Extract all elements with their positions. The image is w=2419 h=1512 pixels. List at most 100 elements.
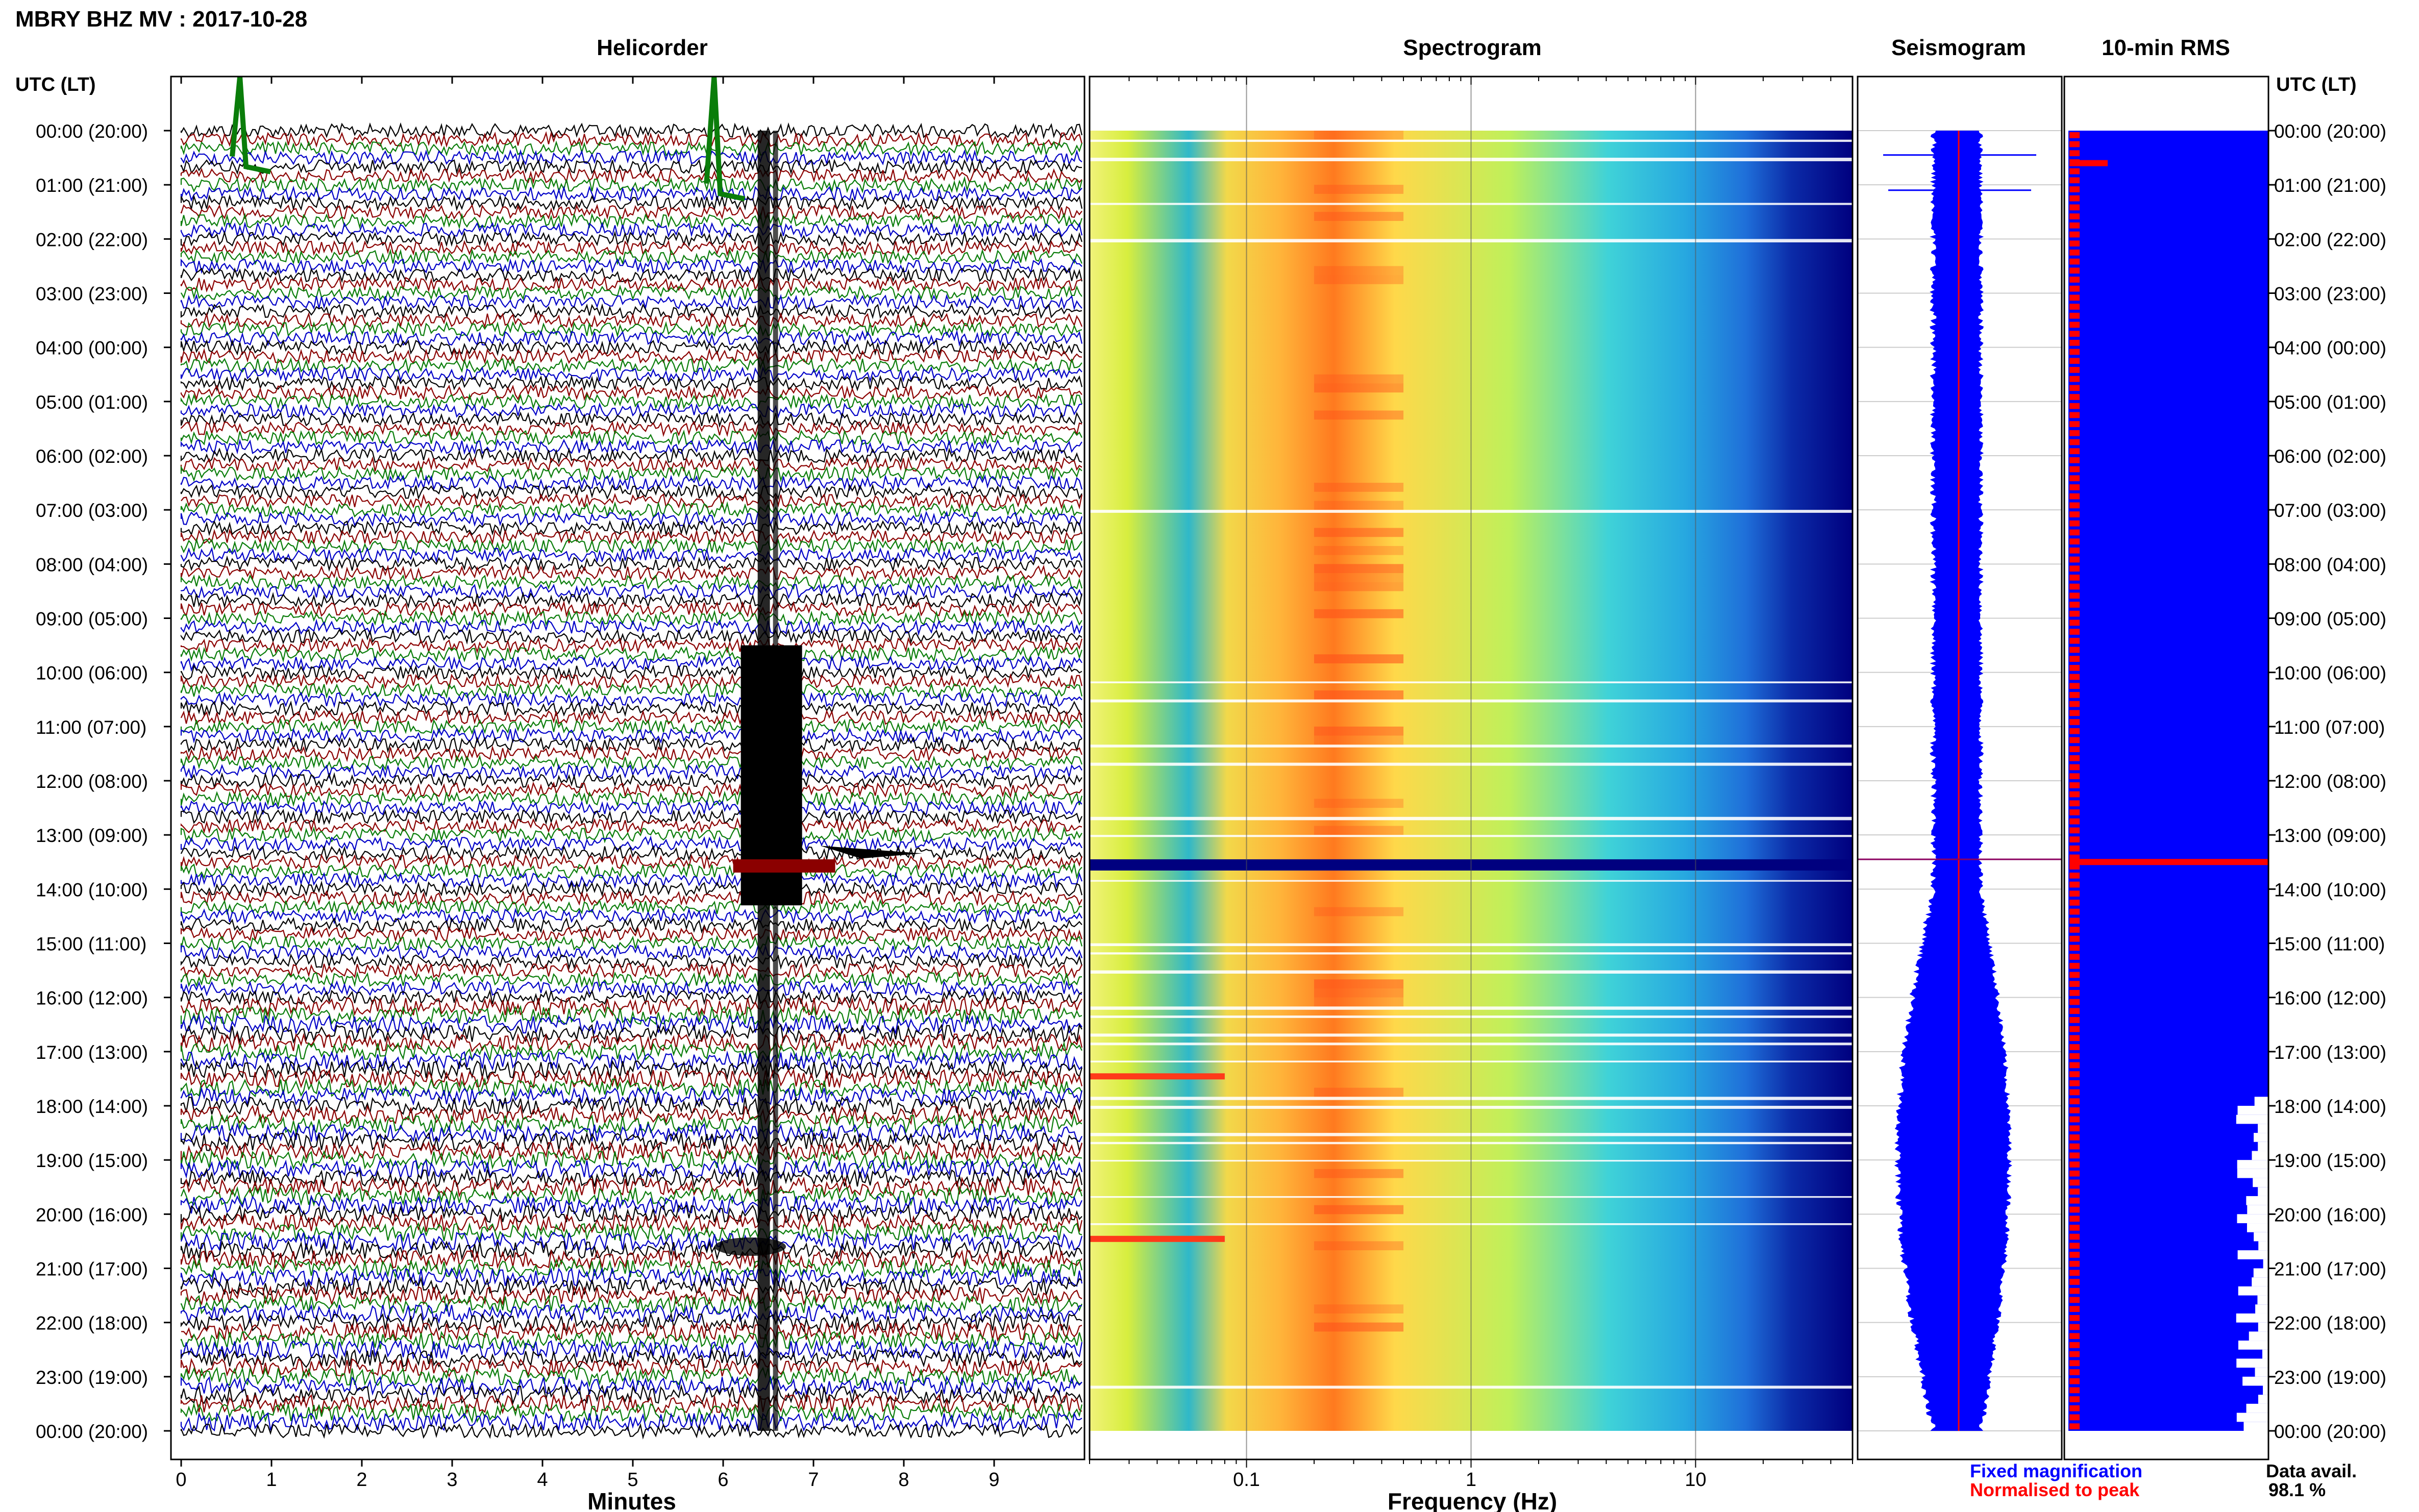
spectrogram-energy-row	[1314, 131, 1404, 140]
rms-bar-gap	[2257, 1295, 2268, 1305]
time-label-left: 04:00 (00:00)	[36, 338, 148, 359]
rms-normalised-bar	[2069, 972, 2080, 978]
helicorder-trace-line	[180, 980, 1082, 997]
rms-normalised-bar	[2069, 1315, 2080, 1321]
rms-normalised-bar	[2069, 1197, 2080, 1204]
rms-normalised-bar	[2069, 954, 2080, 960]
helicorder-trace-line	[180, 284, 1082, 302]
helicorder-trace-line	[180, 230, 1083, 248]
spectrogram-energy-row	[1314, 997, 1404, 1007]
helicorder-x-tick-label: 9	[989, 1469, 999, 1491]
rms-bar-gap	[2243, 1422, 2268, 1431]
rms-normalised-bar	[2069, 385, 2080, 391]
helicorder-trace-line	[180, 654, 1082, 672]
rms-normalised-bar	[2069, 656, 2080, 662]
spectrogram-panel: 0.1 1 10	[1089, 76, 1854, 1491]
rms-normalised-bar	[2069, 1405, 2080, 1411]
time-label-right: 17:00 (13:00)	[2274, 1042, 2386, 1063]
rms-bar-gap	[2246, 1196, 2268, 1205]
rms-spike-bar	[2069, 160, 2108, 166]
helicorder-trace-line	[180, 925, 1083, 943]
rms-bar-gap	[2253, 1268, 2268, 1278]
helicorder-trace-line	[180, 591, 1083, 609]
rms-normalised-bar	[2069, 565, 2080, 572]
rms-normalised-bar	[2069, 881, 2080, 888]
rms-normalised-bar	[2069, 277, 2080, 283]
rms-normalised-bar	[2069, 547, 2080, 554]
helicorder-trace-line	[180, 276, 1082, 293]
helicorder-trace-line	[180, 329, 1083, 347]
rms-bar-gap	[2254, 1133, 2268, 1142]
helicorder-event-mark	[820, 846, 923, 859]
rms-normalised-bar	[2069, 475, 2080, 482]
helicorder-x-tick-label: 8	[898, 1469, 909, 1491]
time-label-right: 18:00 (14:00)	[2274, 1096, 2386, 1117]
rms-normalised-bar	[2069, 339, 2080, 346]
helicorder-trace-line	[180, 772, 1082, 789]
time-label-right: 07:00 (03:00)	[2274, 500, 2386, 521]
rms-normalised-bar	[2069, 701, 2080, 707]
rms-normalised-bar	[2069, 312, 2080, 319]
time-label-right: 03:00 (23:00)	[2274, 284, 2386, 305]
rms-normalised-bar	[2069, 1279, 2080, 1285]
rms-normalised-bar	[2069, 321, 2080, 328]
rms-frame	[2063, 76, 2269, 1460]
rms-normalised-bar	[2069, 304, 2080, 310]
helicorder-trace-line	[180, 456, 1082, 473]
helicorder-trace-line	[180, 628, 1082, 645]
legend-fixed: Fixed magnification	[1970, 1460, 2142, 1481]
helicorder-x-tick-label: 5	[627, 1469, 638, 1491]
rms-normalised-bar	[2069, 258, 2080, 265]
rms-normalised-bar	[2069, 1125, 2080, 1132]
helicorder-trace-line	[180, 547, 1083, 564]
rms-normalised-bar	[2069, 376, 2080, 382]
time-label-left: 10:00 (06:00)	[36, 663, 148, 684]
rms-normalised-bar	[2069, 394, 2080, 400]
helicorder-trace-line	[180, 474, 1083, 491]
rms-normalised-bar	[2069, 349, 2080, 355]
time-label-left: 02:00 (22:00)	[36, 229, 148, 250]
rms-normalised-bar	[2069, 1008, 2080, 1014]
helicorder-x-tick-label: 4	[537, 1469, 548, 1491]
rms-normalised-bar	[2069, 1414, 2080, 1421]
rms-bar-gap	[2258, 1322, 2268, 1332]
time-label-left: 08:00 (04:00)	[36, 554, 148, 575]
rms-spike-bar	[2069, 859, 2268, 865]
helicorder-trace-line	[180, 618, 1083, 636]
rms-normalised-bar	[2069, 1216, 2080, 1222]
rms-normalised-bar	[2069, 1306, 2080, 1312]
rms-bar-gap	[2247, 1223, 2268, 1232]
rms-normalised-bar	[2069, 908, 2080, 915]
rms-bar-gap	[2258, 1241, 2268, 1251]
spectrogram-energy-row	[1314, 988, 1404, 998]
helicorder-trace-line	[180, 1167, 1083, 1188]
spectrogram-energy-row	[1314, 907, 1404, 916]
rms-normalised-bar	[2069, 890, 2080, 897]
spectrogram-energy-row	[1314, 410, 1404, 420]
helicorder-trace-line	[180, 763, 1082, 780]
helicorder-trace-line	[180, 808, 1083, 826]
time-label-left: 01:00 (21:00)	[36, 175, 148, 196]
rms-normalised-bar	[2069, 1089, 2080, 1096]
spectrogram-energy-row	[1314, 826, 1404, 835]
helicorder-trace-line	[180, 131, 1083, 148]
rms-normalised-bar	[2069, 1134, 2080, 1141]
helicorder-trace-line	[180, 736, 1082, 754]
rms-normalised-bar	[2069, 989, 2080, 996]
time-label-right: 11:00 (07:00)	[2274, 717, 2385, 738]
helicorder-trace-line	[180, 709, 1083, 727]
time-label-left: 12:00 (08:00)	[36, 771, 148, 792]
rms-normalised-bar	[2069, 637, 2080, 644]
helicorder-trace-line	[180, 862, 1082, 880]
rms-normalised-bar	[2069, 267, 2080, 274]
helicorder-trace-line	[180, 1086, 1083, 1107]
helicorder-trace-line	[180, 483, 1082, 501]
rms-normalised-bar	[2069, 782, 2080, 788]
helicorder-event-mark	[714, 1237, 786, 1256]
spectrogram-energy-row	[1314, 546, 1404, 555]
spectrogram-xlabel: Frequency (Hz)	[1388, 1488, 1557, 1512]
rms-normalised-bar	[2069, 809, 2080, 815]
helicorder-trace-line	[180, 1393, 1082, 1415]
spectrogram-energy-row	[1314, 726, 1404, 736]
